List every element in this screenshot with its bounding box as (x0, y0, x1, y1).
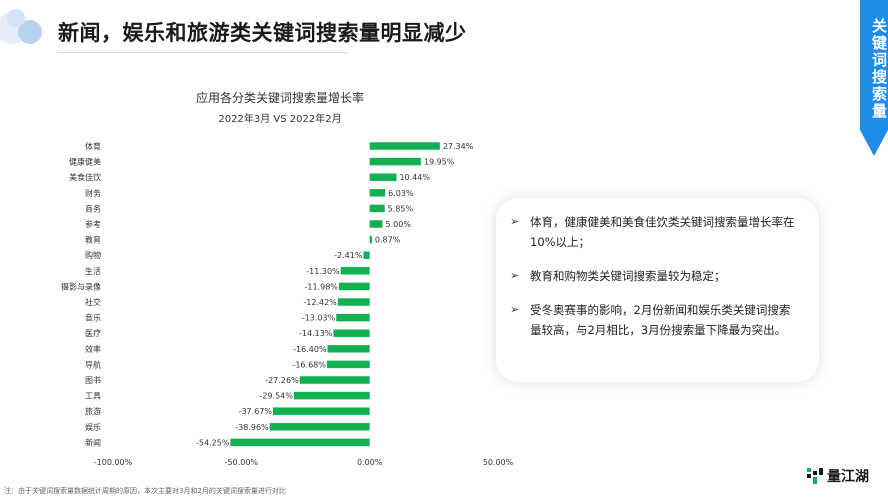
chart-title: 应用各分类关键词搜索量增长率 (195, 91, 364, 105)
side-tab: 关键词搜索量 (860, 0, 888, 130)
bar-2 (369, 173, 397, 181)
category-label: 参考 (85, 219, 101, 229)
category-label: 社交 (85, 297, 101, 307)
data-label: -13.03% (302, 314, 336, 323)
bar-13 (327, 345, 370, 353)
data-label: 5.00% (386, 220, 412, 229)
bullet-item: ➢ 体育，健康健美和美食佳饮类关键词搜索量增长率在10%以上； (510, 212, 799, 252)
arrow-icon: ➢ (510, 303, 520, 316)
bar-5 (369, 220, 383, 228)
data-label: -37.67% (239, 407, 273, 416)
bullet-item: ➢ 受冬奥赛事的影响，2月份新闻和娱乐类关键词搜索量较高，与2月相比，3月份搜索… (510, 300, 799, 340)
bar-chart: 体育 27.34% 健康健美 19.95% 美食佳饮 10.44% 财务 6.03% 商务 5.8… (61, 141, 514, 467)
bar-14 (326, 360, 370, 369)
category-label: 图书 (85, 375, 101, 385)
bar-10 (337, 298, 370, 306)
brand: 量江湖 (806, 466, 869, 486)
page-title: 新闻，娱乐和旅游类关键词搜索量明显减少 (58, 21, 467, 45)
bar-3 (369, 189, 386, 197)
category-label: 美食佳饮 (69, 172, 101, 182)
category-label: 新闻 (85, 437, 101, 447)
data-label: 5.85% (388, 204, 414, 213)
title-divider (58, 52, 348, 53)
data-label: -11.30% (306, 267, 340, 276)
bar-7 (363, 251, 370, 259)
bar-4 (369, 204, 385, 213)
data-label: -27.26% (265, 376, 299, 385)
data-label: -11.98% (305, 282, 339, 291)
data-label: -2.41% (334, 251, 363, 260)
bullet-text: 受冬奥赛事的影响，2月份新闻和娱乐类关键词搜索量较高，与2月相比，3月份搜索量下… (530, 303, 791, 337)
bar-15 (299, 376, 370, 384)
data-label: -14.13% (299, 329, 333, 338)
category-label: 摄影与录像 (61, 281, 101, 291)
category-label: 财务 (85, 188, 101, 198)
category-label: 工具 (85, 392, 101, 401)
bar-12 (333, 329, 370, 337)
bar-16 (293, 391, 370, 400)
category-label: 音乐 (85, 313, 101, 323)
category-label: 旅游 (85, 406, 101, 416)
bar-11 (336, 313, 370, 322)
logo-bubbles-icon (0, 9, 42, 44)
arrow-icon: ➢ (510, 215, 520, 228)
x-tick-label: -100.00% (94, 458, 133, 467)
category-label: 医疗 (85, 328, 101, 338)
footnote: 注：由于关键词搜索量数据统计周期的原因，本次主要对3月和2月的关键词搜索量进行对… (4, 487, 286, 495)
arrow-icon: ➢ (510, 269, 520, 282)
bar-17 (272, 407, 370, 415)
data-label: 0.87% (375, 236, 401, 245)
side-tab-tip (860, 130, 888, 156)
x-tick-label: 50.00% (483, 458, 514, 467)
bar-0 (369, 142, 440, 150)
bar-19 (230, 438, 370, 447)
brand-logo-icon (807, 468, 823, 484)
category-label: 健康健美 (69, 157, 101, 167)
data-label: 10.44% (399, 173, 430, 182)
chart-subtitle: 2022年3月 VS 2022年2月 (218, 114, 342, 125)
bullet-text: 体育，健康健美和美食佳饮类关键词搜索量增长率在10%以上； (530, 215, 795, 249)
data-label: -12.42% (303, 298, 337, 307)
category-label: 导航 (85, 359, 101, 369)
info-box: ➢ 体育，健康健美和美食佳饮类关键词搜索量增长率在10%以上； ➢ 教育和购物类… (496, 198, 819, 382)
data-label: 27.34% (443, 142, 474, 151)
data-label: -16.40% (293, 345, 327, 354)
category-label: 购物 (85, 250, 101, 260)
bar-1 (369, 157, 421, 166)
category-label: 生活 (85, 266, 101, 276)
bar-18 (269, 423, 370, 431)
data-label: -29.54% (259, 392, 293, 401)
data-label: -16.68% (292, 360, 326, 369)
category-label: 效率 (85, 344, 101, 354)
x-tick-label: 0.00% (357, 458, 383, 467)
bullet-text: 教育和购物类关键词搜索量较为稳定； (530, 269, 726, 283)
x-tick-label: -50.00% (225, 458, 259, 467)
data-label: 19.95% (424, 158, 455, 167)
bar-8 (340, 267, 370, 275)
category-label: 商务 (85, 203, 101, 213)
data-label: -38.96% (235, 423, 269, 432)
side-tab-label: 关键词搜索量 (870, 17, 888, 120)
data-label: -54.25% (196, 438, 230, 447)
bar-9 (338, 282, 370, 291)
category-label: 教育 (85, 235, 101, 245)
brand-name: 量江湖 (827, 469, 869, 485)
category-label: 娱乐 (85, 422, 101, 432)
bar-6 (369, 235, 372, 244)
bullet-item: ➢ 教育和购物类关键词搜索量较为稳定； (510, 266, 799, 286)
data-label: 6.03% (388, 189, 414, 198)
category-label: 体育 (85, 141, 101, 151)
